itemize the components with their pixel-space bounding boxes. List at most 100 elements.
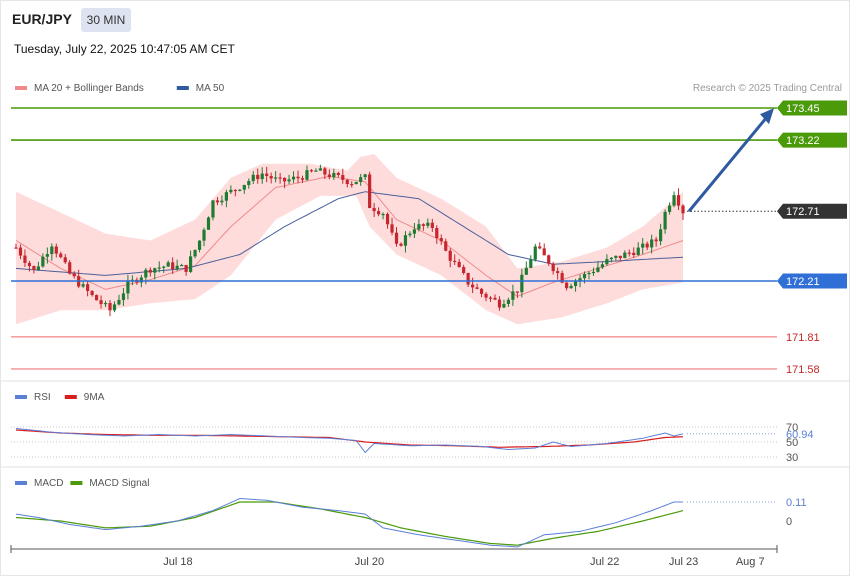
candle bbox=[81, 280, 85, 289]
candle-body bbox=[641, 243, 645, 248]
candle-body bbox=[50, 246, 54, 255]
candle-body bbox=[112, 304, 117, 311]
candle-body bbox=[524, 267, 528, 275]
candle-body bbox=[144, 269, 148, 278]
candle bbox=[457, 258, 461, 268]
rsi-line bbox=[15, 428, 684, 454]
candle-body bbox=[533, 246, 537, 260]
candle-body bbox=[645, 243, 649, 248]
candle-body bbox=[63, 257, 67, 263]
candle-body bbox=[587, 272, 591, 275]
candle bbox=[112, 301, 117, 313]
candle bbox=[59, 251, 63, 259]
level-label: 171.58 bbox=[786, 364, 820, 376]
candle-body bbox=[126, 281, 130, 294]
candle bbox=[247, 178, 251, 189]
candle bbox=[229, 185, 233, 195]
candle bbox=[314, 168, 318, 172]
legend-swatch bbox=[15, 395, 27, 399]
candle bbox=[435, 225, 439, 244]
candle-body bbox=[278, 177, 282, 179]
candle-body bbox=[578, 278, 582, 282]
candle bbox=[36, 261, 40, 272]
x-tick-label: Jul 20 bbox=[355, 556, 384, 568]
candle bbox=[502, 299, 506, 309]
forecast-arrow bbox=[687, 117, 768, 213]
candle-body bbox=[90, 291, 94, 296]
candle bbox=[121, 288, 126, 306]
candle-body bbox=[166, 262, 170, 267]
candle bbox=[359, 173, 363, 186]
candle bbox=[506, 297, 511, 308]
candle bbox=[556, 267, 560, 280]
candle-body bbox=[72, 273, 76, 277]
candle bbox=[636, 242, 640, 256]
candle-body bbox=[368, 174, 372, 208]
candle bbox=[32, 265, 36, 274]
candle bbox=[645, 241, 649, 251]
candle bbox=[323, 167, 327, 180]
candle-body bbox=[354, 181, 358, 185]
candle-body bbox=[511, 291, 515, 300]
candle bbox=[403, 231, 408, 253]
legend-label: MA 20 + Bollinger Bands bbox=[34, 83, 144, 94]
forecast-arrow-head bbox=[760, 108, 774, 125]
candle-body bbox=[180, 264, 184, 267]
candle bbox=[278, 173, 282, 184]
candle bbox=[614, 255, 618, 261]
candle bbox=[171, 257, 175, 275]
candle bbox=[211, 199, 215, 221]
candle bbox=[108, 299, 112, 317]
legend-label: MA 50 bbox=[196, 83, 225, 94]
candle-body bbox=[659, 229, 663, 242]
candle-body bbox=[282, 177, 287, 182]
candle bbox=[282, 177, 287, 189]
candle-body bbox=[560, 273, 564, 283]
candle-body bbox=[623, 252, 627, 259]
candle-body bbox=[175, 265, 179, 270]
candle bbox=[63, 254, 67, 264]
candle-body bbox=[157, 267, 161, 269]
level-label: 171.81 bbox=[786, 332, 820, 344]
candle-body bbox=[265, 173, 269, 177]
macd-value-label: 0.11 bbox=[786, 497, 807, 509]
candle bbox=[659, 223, 663, 246]
candle bbox=[654, 236, 658, 247]
candle bbox=[305, 165, 309, 181]
candle-body bbox=[551, 263, 555, 272]
candle bbox=[90, 290, 94, 297]
timeframe-badge[interactable]: 30 MIN bbox=[81, 8, 131, 32]
level-label: 173.22 bbox=[786, 135, 820, 147]
candle bbox=[394, 227, 399, 247]
candle bbox=[256, 168, 260, 184]
candle bbox=[233, 189, 237, 197]
candle-body bbox=[206, 217, 211, 230]
candle-body bbox=[582, 273, 587, 279]
candle bbox=[466, 272, 470, 287]
candle-body bbox=[542, 248, 546, 256]
candle bbox=[309, 168, 314, 173]
candle-body bbox=[260, 173, 264, 180]
candle-body bbox=[121, 293, 126, 300]
candle bbox=[368, 171, 372, 209]
candle-body bbox=[435, 227, 439, 239]
candle-body bbox=[681, 205, 685, 214]
candle-body bbox=[399, 243, 403, 246]
candle-body bbox=[59, 253, 63, 258]
candle bbox=[166, 260, 170, 267]
candle-body bbox=[591, 271, 596, 274]
candle-body bbox=[41, 256, 45, 267]
candle bbox=[430, 218, 434, 232]
candle-body bbox=[421, 224, 425, 226]
candle-body bbox=[251, 174, 255, 182]
candle bbox=[426, 218, 430, 229]
candle-body bbox=[287, 179, 291, 182]
candle-body bbox=[493, 297, 497, 300]
candle-body bbox=[614, 255, 618, 258]
level-tag bbox=[777, 100, 847, 116]
candle bbox=[180, 263, 184, 267]
candle-body bbox=[565, 282, 569, 289]
candle-body bbox=[479, 288, 484, 294]
candle bbox=[439, 234, 443, 245]
